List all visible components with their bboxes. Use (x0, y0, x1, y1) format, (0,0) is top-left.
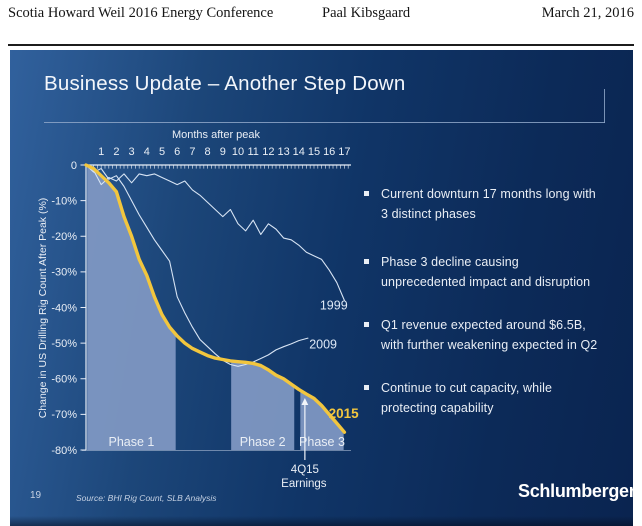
series-label-2015: 2015 (329, 406, 360, 421)
bullet-item: Phase 3 decline causing unprecedented im… (362, 252, 590, 292)
phase-band (300, 390, 344, 450)
bullet-text: Current downturn 17 months long with 3 d… (381, 187, 596, 221)
series-line-2009 (85, 164, 309, 367)
x-tick-label: 1 (98, 146, 104, 158)
annotation-arrow (301, 398, 309, 460)
slide-bottom-edge (10, 516, 633, 526)
y-axis-title: Change in US Drilling Rig Count After Pe… (37, 198, 49, 419)
x-tick-label: 17 (338, 146, 350, 158)
series-label-2009: 2009 (309, 337, 337, 351)
slide-page-number: 19 (30, 490, 42, 501)
annotation-line-2: Earnings (281, 478, 327, 490)
x-tick-label: 3 (129, 146, 135, 158)
phase-label: Phase 1 (109, 435, 155, 449)
bullet-text: Continue to cut capacity, while protecti… (381, 381, 553, 415)
y-tick-label: -60% (51, 374, 77, 386)
y-tick-label: -30% (51, 267, 77, 279)
series-line-1999 (85, 164, 345, 301)
bullet-square-icon (364, 385, 369, 390)
bullet-text: Q1 revenue expected around $6.5B, with f… (381, 318, 598, 352)
x-tick-label: 9 (220, 146, 226, 158)
phase-label: Phase 3 (299, 435, 345, 449)
bullet-square-icon (364, 191, 369, 196)
phase-band (87, 165, 176, 450)
x-axis-title: Months after peak (172, 129, 261, 141)
x-tick-label: 14 (293, 146, 305, 158)
x-tick-label: 8 (205, 146, 211, 158)
x-tick-label: 4 (144, 146, 150, 158)
header-divider (8, 44, 634, 46)
header-conference-title: Scotia Howard Weil 2016 Energy Conferenc… (8, 5, 274, 21)
header-presenter-name: Paal Kibsgaard (322, 5, 411, 21)
series-label-1999: 1999 (320, 298, 348, 312)
title-rule-vertical (604, 89, 605, 123)
x-tick-label: 13 (277, 146, 289, 158)
annotation-line-1: 4Q15 (291, 464, 319, 476)
phase-label: Phase 2 (240, 435, 286, 449)
x-tick-label: 12 (262, 146, 274, 158)
phase-band (231, 361, 295, 450)
arrow-head-icon (301, 398, 309, 405)
x-tick-label: 15 (308, 146, 320, 158)
y-tick-label: -80% (51, 445, 77, 457)
source-note: Source: BHI Rig Count, SLB Analysis (76, 493, 217, 503)
series-line-2015 (84, 163, 347, 434)
x-tick-label: 5 (159, 146, 165, 158)
bullet-text: Phase 3 decline causing unprecedented im… (381, 255, 591, 289)
slide-title: Business Update – Another Step Down (44, 72, 406, 95)
y-tick-label: -40% (51, 302, 77, 314)
bullet-square-icon (364, 259, 369, 264)
y-tick-label: 0 (71, 160, 77, 172)
x-tick-label: 10 (232, 146, 244, 158)
y-tick-label: -10% (51, 195, 77, 207)
y-tick-label: -70% (51, 409, 77, 421)
x-tick-label: 7 (189, 146, 195, 158)
y-tick-label: -50% (51, 338, 77, 350)
x-tick-label: 16 (323, 146, 335, 158)
x-tick-label: 11 (247, 146, 258, 158)
bullet-square-icon (364, 322, 369, 327)
x-tick-label: 6 (174, 146, 180, 158)
title-underline (44, 122, 605, 123)
header-date: March 21, 2016 (541, 5, 634, 21)
bullet-item: Current downturn 17 months long with 3 d… (362, 184, 596, 224)
schlumberger-logo: Schlumberger (518, 481, 633, 501)
bullet-item: Q1 revenue expected around $6.5B, with f… (362, 315, 597, 355)
y-tick-label: -20% (51, 231, 77, 243)
x-tick-label: 2 (113, 146, 119, 158)
bullet-item: Continue to cut capacity, while protecti… (362, 378, 552, 418)
